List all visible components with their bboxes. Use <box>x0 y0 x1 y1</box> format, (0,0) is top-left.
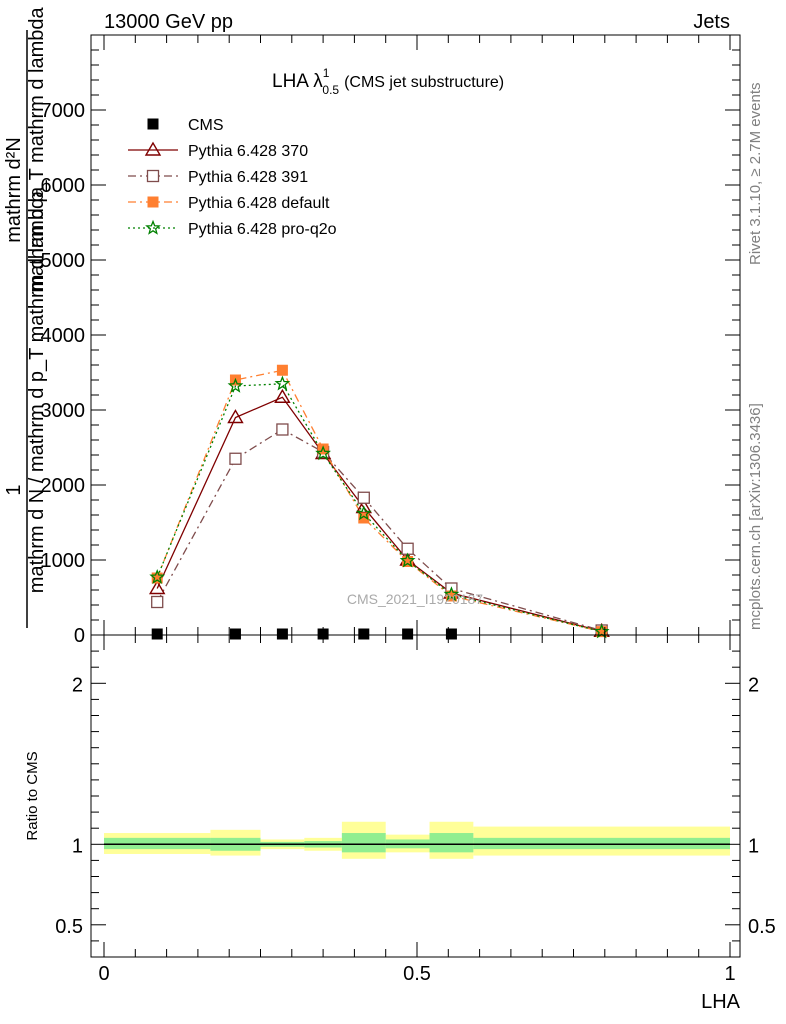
x-tick-label: 0.5 <box>403 963 431 985</box>
point-pythia-6-428-391 <box>357 491 370 504</box>
series-line-pythia-6-428-pro-q2o <box>156 383 602 633</box>
main-ylabel: 1 mathrm d N / mathrm d p_T mathrm d lam… <box>3 6 48 628</box>
point-pythia-6-428-370 <box>227 409 244 424</box>
ratio-band-inner <box>429 833 474 853</box>
ratio-y-tick-label: 0.5 <box>55 916 83 938</box>
y-tick-label: 6000 <box>41 175 86 197</box>
legend-marker-pythia-6-428-370 <box>144 141 162 156</box>
point-cms <box>229 628 241 640</box>
ratio-panel: 0.5 0.5 1 1 2 2 0 0.5 1 Ratio to CMS LHA <box>24 634 776 1013</box>
point-pythia-6-428-391 <box>276 423 289 436</box>
point-pythia-6-428-391 <box>151 595 164 609</box>
legend-marker-pythia-6-428-391 <box>146 169 160 183</box>
point-pythia-6-428-370 <box>274 388 291 403</box>
point-pythia-6-428-default <box>317 443 329 455</box>
legend-label-pythia-6-428-default: Pythia 6.428 default <box>188 195 330 212</box>
point-cms <box>402 628 414 640</box>
plot-title: LHA λ1 0.5 (CMS jet substructure) <box>272 66 504 97</box>
ylabel-num: mathrm d²N <box>3 137 25 243</box>
point-pythia-6-428-default <box>151 572 163 584</box>
y-tick-label: 7000 <box>41 100 86 122</box>
plot-title-suffix: (CMS jet substructure) <box>344 74 504 91</box>
point-pythia-6-428-pro-q2o <box>274 375 291 391</box>
y-tick-label-zero: 0 <box>74 625 85 647</box>
x-axis-label: LHA <box>701 991 741 1013</box>
plot-title-sub: 0.5 <box>322 83 339 97</box>
y-tick-label: 5000 <box>41 250 86 272</box>
legend-label-pythia-6-428-391: Pythia 6.428 391 <box>188 169 308 186</box>
ylabel-main: mathrm d N / mathrm d p_T mathrm d lambd… <box>26 186 48 593</box>
point-cms <box>445 628 457 640</box>
x-tick-label: 1 <box>724 963 735 985</box>
ratio-band-inner <box>473 837 730 850</box>
ratio-band-inner <box>104 837 211 850</box>
legend: CMS Pythia 6.428 370 Pythia 6.428 391 Pythi… <box>128 117 337 238</box>
ratio-ylabel: Ratio to CMS <box>24 751 41 840</box>
main-panel: 1000 2000 3000 4000 5000 6000 7000 0 CMS_2021_I… <box>41 34 741 647</box>
point-pythia-6-428-391 <box>229 452 242 465</box>
y-tick-label: 3000 <box>41 400 86 422</box>
legend-marker-pythia-6-428-pro-q2o <box>145 219 161 235</box>
point-pythia-6-428-pro-q2o <box>399 552 416 568</box>
plot-title-main: LHA λ <box>272 71 323 92</box>
ratio-y-tick-label-right: 0.5 <box>748 916 776 938</box>
series-line-pythia-6-428-default <box>156 369 602 633</box>
legend-label-cms: CMS <box>188 117 224 134</box>
y-tick-label: 4000 <box>41 325 86 347</box>
point-pythia-6-428-370 <box>148 580 166 595</box>
watermark: CMS_2021_I1920187 <box>347 591 483 607</box>
y-tick-label: 1000 <box>41 550 86 572</box>
ylabel-den: mathrm d p_T mathrm d lambda <box>26 6 48 292</box>
legend-label-pythia-6-428-pro-q2o: Pythia 6.428 pro-q2o <box>188 221 337 238</box>
plot-title-sup: 1 <box>323 66 330 80</box>
ratio-y-tick-label-right: 2 <box>748 674 759 696</box>
series-line-pythia-6-428-391 <box>156 428 602 632</box>
point-pythia-6-428-pro-q2o <box>315 445 331 461</box>
point-pythia-6-428-default <box>276 364 288 376</box>
ratio-y-tick-label: 2 <box>72 674 83 696</box>
y-tick-label: 2000 <box>41 475 86 497</box>
ratio-y-tick-label: 1 <box>72 835 83 857</box>
point-pythia-6-428-default <box>358 512 370 524</box>
point-pythia-6-428-default <box>445 590 457 602</box>
header-right: Jets <box>693 11 730 33</box>
ratio-frame <box>90 634 741 958</box>
point-pythia-6-428-pro-q2o <box>149 568 166 584</box>
point-cms <box>358 628 370 640</box>
ratio-band-inner <box>341 833 386 853</box>
legend-marker-cms <box>147 118 159 130</box>
header-left: 13000 GeV pp <box>104 11 233 33</box>
point-pythia-6-428-pro-q2o <box>593 623 610 639</box>
ratio-y-tick-label-right: 1 <box>748 835 759 857</box>
point-cms <box>276 628 288 640</box>
series-line-pythia-6-428-370 <box>156 396 602 632</box>
point-pythia-6-428-pro-q2o <box>443 586 460 602</box>
point-pythia-6-428-pro-q2o <box>227 377 244 393</box>
legend-marker-pythia-6-428-default <box>147 196 159 208</box>
x-tick-label: 0 <box>98 963 109 985</box>
mcplots-note: mcplots.cern.ch [arXiv:1306.3436] <box>747 403 764 630</box>
ylabel-one: 1 <box>3 484 25 495</box>
point-pythia-6-428-pro-q2o <box>355 505 372 521</box>
point-cms <box>151 628 163 640</box>
point-pythia-6-428-default <box>402 556 414 567</box>
rivet-note: Rivet 3.1.10, ≥ 2.7M events <box>747 83 764 266</box>
legend-label-pythia-6-428-370: Pythia 6.428 370 <box>188 143 308 160</box>
